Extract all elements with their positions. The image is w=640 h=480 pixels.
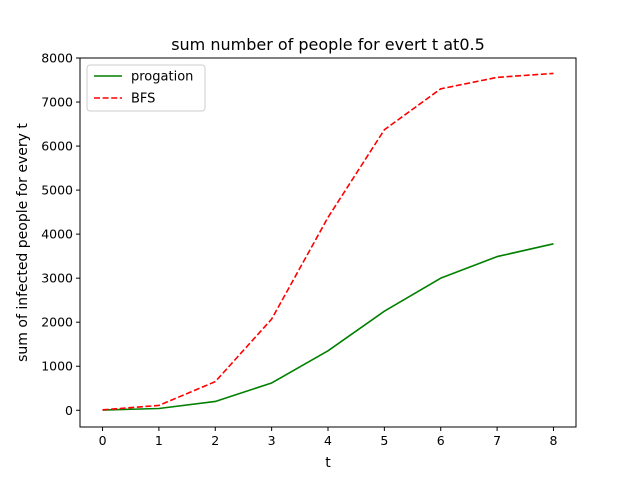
y-tick-label-8000: 8000: [41, 51, 73, 66]
x-axis: 0 1 2 3 4 5 6 7 8: [99, 427, 557, 448]
y-tick-label-4000: 4000: [41, 227, 73, 242]
y-tick-label-2000: 2000: [41, 315, 73, 330]
y-tick-label-0: 0: [65, 403, 73, 418]
x-tick-label-1: 1: [155, 433, 163, 448]
series-layer: [102, 72, 554, 411]
legend: progation BFS: [86, 64, 206, 112]
x-axis-label: t: [325, 455, 331, 471]
legend-label-bfs: BFS: [131, 92, 155, 107]
y-tick-label-6000: 6000: [41, 139, 73, 154]
x-tick-label-2: 2: [211, 433, 219, 448]
x-tick-label-8: 8: [549, 433, 557, 448]
series-line-bfs: [102, 72, 554, 411]
y-axis-label: sum of infected people for every t: [15, 123, 31, 362]
x-tick-label-0: 0: [99, 433, 107, 448]
x-tick-label-5: 5: [380, 433, 388, 448]
x-tick-label-7: 7: [493, 433, 501, 448]
y-tick-label-7000: 7000: [41, 95, 73, 110]
x-tick-label-4: 4: [324, 433, 332, 448]
x-tick-label-6: 6: [437, 433, 445, 448]
series-line-progation: [102, 243, 554, 411]
y-tick-label-3000: 3000: [41, 271, 73, 286]
x-tick-label-3: 3: [268, 433, 276, 448]
legend-label-progation: progation: [131, 70, 193, 85]
y-tick-label-1000: 1000: [41, 359, 73, 374]
chart-title: sum number of people for evert t at0.5: [171, 35, 485, 54]
y-axis: 0 1000 2000 3000 4000 5000 6000 7000 8000: [41, 51, 80, 418]
y-tick-label-5000: 5000: [41, 183, 73, 198]
